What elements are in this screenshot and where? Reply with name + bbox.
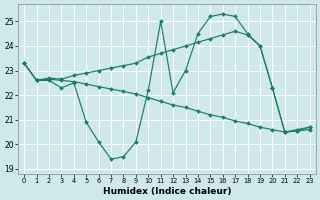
X-axis label: Humidex (Indice chaleur): Humidex (Indice chaleur) <box>103 187 231 196</box>
